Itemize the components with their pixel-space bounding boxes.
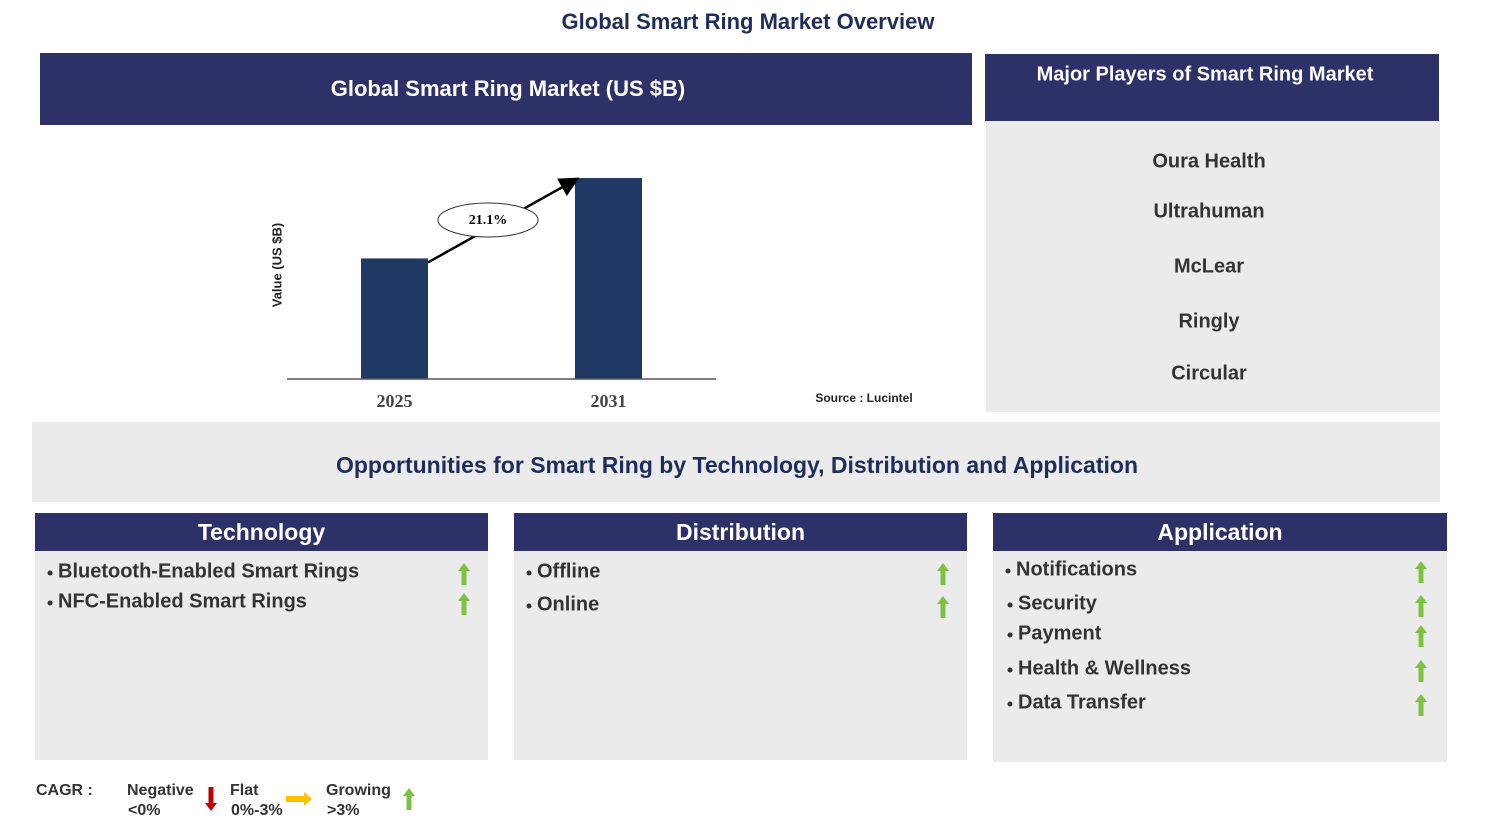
trend-arrow-up — [458, 563, 470, 585]
panel-body — [993, 551, 1447, 762]
cagr-label: 21.1% — [469, 213, 508, 228]
panel-body — [514, 551, 967, 760]
players-box — [986, 121, 1440, 412]
y-axis-label: Value (US $B) — [269, 223, 284, 308]
bullet — [1007, 701, 1013, 707]
trend-arrow-up — [1415, 660, 1427, 682]
item-label: Online — [537, 593, 599, 615]
item-label: Health & Wellness — [1018, 657, 1191, 679]
panel-body — [35, 551, 488, 760]
bullet — [1007, 602, 1013, 608]
trend-arrow-up — [937, 596, 949, 618]
legend-range: 0%-3% — [231, 802, 283, 819]
trend-arrow-up — [458, 593, 470, 615]
opportunities-title: Opportunities for Smart Ring by Technolo… — [336, 452, 1138, 478]
trend-arrow-up — [403, 788, 415, 810]
chart-title: Global Smart Ring Market (US $B) — [331, 76, 686, 101]
legend-label: Negative — [127, 782, 194, 799]
trend-arrow-up — [1415, 625, 1427, 647]
panel-title: Distribution — [676, 519, 805, 545]
trend-arrow-right — [286, 792, 312, 806]
trend-arrow-down — [205, 787, 217, 811]
x-tick-label: 2031 — [591, 391, 627, 411]
item-label: Offline — [537, 560, 600, 582]
item-label: Payment — [1018, 622, 1102, 644]
bullet — [526, 570, 532, 576]
panel-header — [514, 513, 967, 551]
players-title: Major Players of Smart Ring Market — [1037, 63, 1374, 85]
player-name: Oura Health — [1152, 150, 1265, 172]
player-name: Circular — [1171, 362, 1247, 384]
bar — [575, 178, 642, 379]
source-label: Source : Lucintel — [815, 391, 912, 405]
item-label: Notifications — [1016, 558, 1137, 580]
item-label: NFC-Enabled Smart Rings — [58, 590, 307, 612]
cagr-bubble — [437, 202, 539, 238]
trend-arrow-up — [937, 563, 949, 585]
panel-title: Application — [1157, 519, 1282, 545]
panel-header — [35, 513, 488, 551]
item-label: Bluetooth-Enabled Smart Rings — [58, 560, 359, 582]
item-label: Data Transfer — [1018, 691, 1146, 713]
bullet — [47, 570, 53, 576]
bullet — [47, 600, 53, 606]
player-name: Ultrahuman — [1153, 200, 1264, 222]
legend-title: CAGR : — [36, 782, 93, 799]
legend-range: <0% — [128, 802, 160, 819]
bullet — [1007, 667, 1013, 673]
legend-label: Growing — [326, 782, 391, 799]
trend-arrow-up — [1415, 561, 1427, 583]
page-title: Global Smart Ring Market Overview — [562, 9, 936, 34]
trend-arrow-up — [1415, 595, 1427, 617]
bullet — [526, 603, 532, 609]
item-label: Security — [1018, 592, 1098, 614]
players-header — [985, 54, 1439, 121]
opportunities-banner — [32, 422, 1440, 502]
legend-label: Flat — [230, 782, 259, 799]
bullet — [1007, 632, 1013, 638]
player-name: Ringly — [1178, 310, 1240, 332]
bar — [361, 258, 428, 379]
player-name: McLear — [1174, 255, 1244, 277]
legend-range: >3% — [327, 802, 359, 819]
panel-title: Technology — [198, 519, 326, 545]
x-tick-label: 2025 — [377, 391, 413, 411]
bullet — [1005, 568, 1011, 574]
chart-header — [40, 53, 972, 125]
panel-header — [993, 513, 1447, 551]
trend-arrow-up — [1415, 694, 1427, 716]
